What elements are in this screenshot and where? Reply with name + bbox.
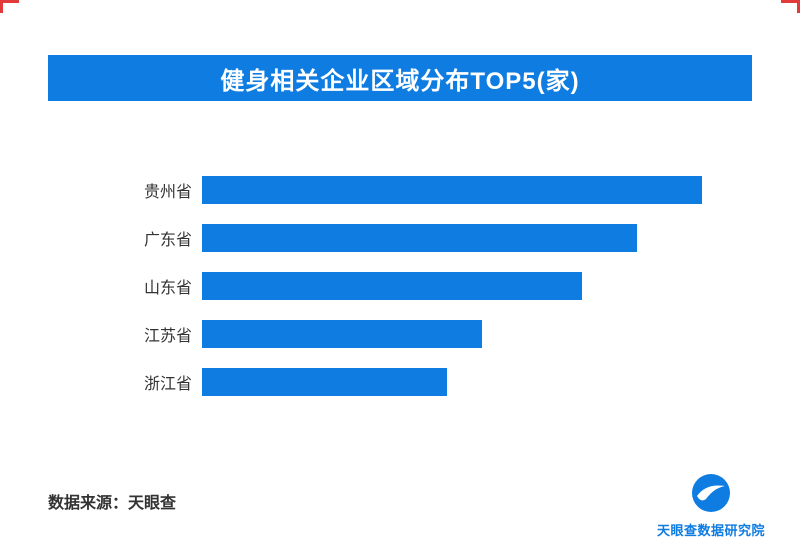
- bar: [202, 368, 447, 396]
- corner-mark-right: [781, 0, 800, 13]
- bar-track: [202, 368, 702, 396]
- tianyancha-logo: 天眼查数据研究院: [656, 473, 766, 539]
- bar-label: 江苏省: [143, 328, 192, 345]
- bar-label: 贵州省: [143, 184, 192, 201]
- bar: [202, 320, 482, 348]
- bar-label: 山东省: [143, 280, 192, 297]
- bar: [202, 224, 637, 252]
- bar-chart: 贵州省广东省山东省江苏省浙江省: [130, 176, 760, 416]
- tianyancha-logo-text: 天眼查数据研究院: [656, 523, 765, 538]
- bar-track: [202, 272, 702, 300]
- data-source-label: 数据来源：天眼查: [48, 495, 177, 512]
- bar-track: [202, 320, 702, 348]
- bar-label: 浙江省: [143, 376, 192, 393]
- bar: [202, 272, 582, 300]
- bar-row: 广东省: [130, 224, 760, 252]
- bar-row: 贵州省: [130, 176, 760, 204]
- bar-row: 山东省: [130, 272, 760, 300]
- bar-track: [202, 224, 702, 252]
- bar: [202, 176, 702, 204]
- bar-label: 广东省: [143, 232, 192, 249]
- bar-row: 浙江省: [130, 368, 760, 396]
- chart-title: 健身相关企业区域分布TOP5(家): [220, 67, 580, 95]
- corner-mark-left: [0, 0, 19, 13]
- bar-track: [202, 176, 702, 204]
- chart-title-banner: 健身相关企业区域分布TOP5(家): [48, 55, 752, 101]
- tianyancha-logo-icon: [692, 474, 730, 512]
- bar-row: 江苏省: [130, 320, 760, 348]
